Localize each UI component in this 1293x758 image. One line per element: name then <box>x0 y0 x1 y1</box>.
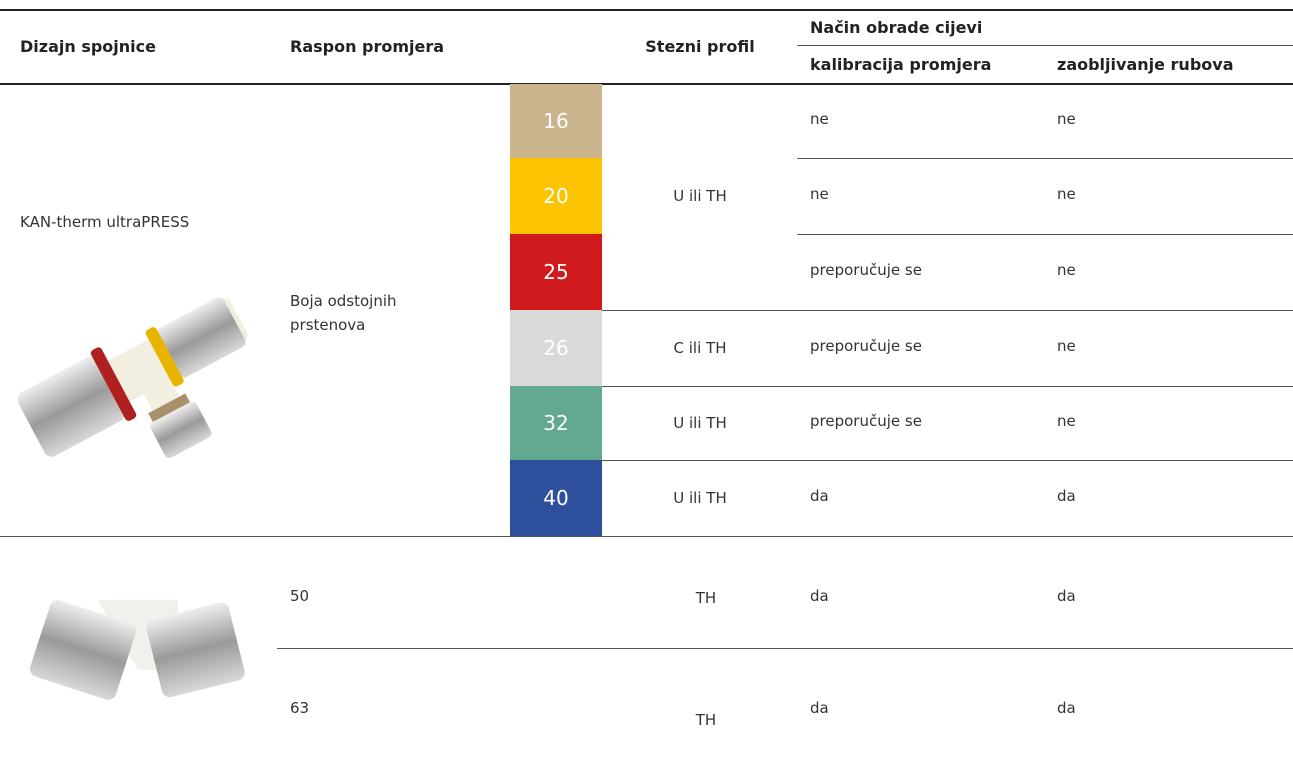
size-swatch: 25 <box>510 234 602 310</box>
rule <box>277 648 1293 649</box>
header-cell: Raspon promjera <box>290 36 444 58</box>
header-cell: Stezni profil <box>645 36 754 58</box>
cell: ne <box>1057 410 1076 432</box>
cell: ne <box>1057 183 1076 205</box>
cell: TH <box>696 709 716 731</box>
cell: 63 <box>290 697 309 719</box>
cell: preporučuje se <box>810 410 922 432</box>
cell: U ili TH <box>673 185 726 207</box>
rule <box>0 536 1293 537</box>
header-cell: Dizajn spojnice <box>20 36 156 58</box>
size-swatch: 16 <box>510 84 602 158</box>
elbow-fitting-image <box>28 560 248 710</box>
rule <box>602 310 1293 311</box>
rule <box>797 45 1293 46</box>
cell: da <box>1057 697 1076 719</box>
cell: da <box>1057 485 1076 507</box>
header-cell: kalibracija promjera <box>810 54 991 76</box>
cell: da <box>810 697 829 719</box>
size-swatch: 40 <box>510 460 602 536</box>
rule <box>602 386 1293 387</box>
cell: ne <box>1057 108 1076 130</box>
cell: ne <box>1057 335 1076 357</box>
cell: C ili TH <box>674 337 727 359</box>
page: Dizajn spojnice Raspon promjera Stezni p… <box>0 0 1293 758</box>
size-swatch: 20 <box>510 158 602 234</box>
header-cell: Način obrade cijevi <box>810 17 982 39</box>
cell: da <box>810 585 829 607</box>
tee-fitting-image <box>18 262 258 462</box>
cell: preporučuje se <box>810 259 922 281</box>
cell: ne <box>810 183 829 205</box>
cell: ne <box>1057 259 1076 281</box>
cell: U ili TH <box>673 487 726 509</box>
size-swatch: 26 <box>510 310 602 386</box>
size-swatch: 32 <box>510 386 602 460</box>
cell: 50 <box>290 585 309 607</box>
cell: da <box>1057 585 1076 607</box>
cell: U ili TH <box>673 412 726 434</box>
rule <box>602 460 1293 461</box>
cell: da <box>810 485 829 507</box>
header-cell: zaobljivanje rubova <box>1057 54 1233 76</box>
rule <box>797 158 1293 159</box>
rule <box>0 9 1293 11</box>
cell: preporučuje se <box>810 335 922 357</box>
range-label: Boja odstojnih prstenova <box>290 289 440 337</box>
product-name: KAN-therm ultraPRESS <box>20 211 189 233</box>
cell: TH <box>696 587 716 609</box>
rule <box>0 83 1293 85</box>
cell: ne <box>810 108 829 130</box>
rule <box>797 234 1293 235</box>
